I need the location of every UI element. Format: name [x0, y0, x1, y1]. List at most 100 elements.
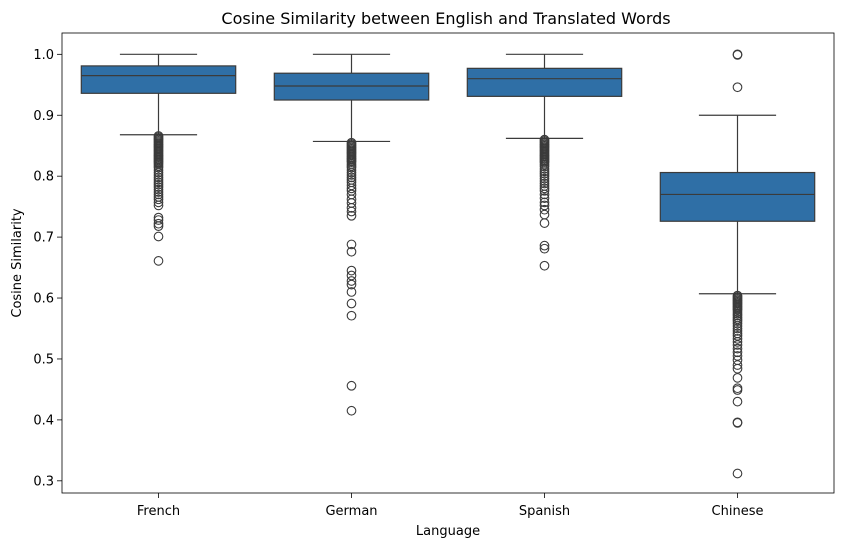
outlier-point: [346, 265, 357, 276]
outlier-point: [539, 240, 550, 251]
outlier-point: [153, 174, 164, 185]
outlier-point: [153, 231, 164, 242]
outlier-point: [153, 200, 164, 211]
outlier-point: [732, 418, 743, 428]
x-tick-label: Spanish: [519, 504, 570, 519]
y-tick-label: 0.6: [33, 292, 54, 307]
y-tick-label: 0.3: [33, 474, 54, 489]
outlier-point: [153, 197, 164, 208]
outlier-point: [732, 50, 743, 60]
outlier-point: [346, 298, 357, 309]
y-tick-label: 0.5: [33, 352, 54, 367]
outlier-point: [732, 326, 743, 336]
outlier-point: [539, 166, 550, 177]
outlier-point: [346, 276, 357, 286]
outlier-point: [539, 164, 550, 174]
outlier-point: [539, 171, 550, 182]
outlier-point: [153, 170, 164, 180]
outlier-point: [732, 82, 743, 93]
outlier-point: [346, 203, 357, 213]
outlier-point: [153, 189, 164, 200]
outlier-point: [539, 197, 550, 208]
outlier-point: [732, 318, 743, 329]
outlier-point: [732, 340, 743, 350]
x-tick-label: Chinese: [712, 504, 764, 519]
outlier-point: [346, 287, 357, 297]
outlier-point: [153, 172, 164, 183]
outlier-point: [153, 187, 164, 197]
y-tick-label: 0.7: [33, 231, 54, 246]
outlier-point: [153, 218, 164, 229]
outlier-point: [539, 204, 550, 215]
outlier-point: [346, 380, 357, 391]
outlier-point: [346, 405, 357, 416]
outlier-point: [539, 176, 550, 186]
y-tick-label: 0.9: [33, 109, 54, 124]
outlier-point: [539, 178, 550, 189]
y-axis: 0.3 0.4 0.5 0.6 0.7 0.8 0.9 1.0: [33, 48, 62, 489]
outlier-point: [539, 189, 550, 200]
box-chinese: [659, 49, 816, 479]
iqr-box: [80, 65, 237, 94]
x-axis-label: Language: [416, 524, 480, 539]
x-tick-label: French: [137, 504, 180, 519]
iqr-box: [466, 67, 623, 97]
box-german: [273, 53, 430, 416]
outlier-point: [539, 185, 550, 196]
y-tick-label: 0.4: [33, 413, 54, 428]
outlier-point: [346, 162, 357, 173]
outlier-point: [153, 184, 164, 195]
outlier-point: [153, 179, 164, 190]
outlier-point: [153, 177, 164, 188]
outlier-point: [153, 221, 164, 231]
y-tick-label: 0.8: [33, 170, 54, 185]
outlier-point: [153, 194, 164, 205]
outlier-point: [346, 279, 357, 290]
outlier-point: [539, 260, 550, 271]
outlier-point: [346, 239, 357, 250]
outlier-point: [153, 162, 164, 173]
outlier-point: [539, 161, 550, 172]
outlier-point: [346, 172, 357, 183]
chart-title: Cosine Similarity between English and Tr…: [221, 9, 670, 28]
outlier-point: [732, 316, 743, 327]
outlier-point: [732, 334, 743, 344]
outlier-point: [539, 243, 550, 254]
outlier-point: [346, 310, 357, 321]
outlier-point: [732, 372, 743, 383]
y-axis-label: Cosine Similarity: [10, 208, 25, 318]
outlier-point: [732, 360, 743, 370]
outlier-point: [153, 256, 164, 266]
outlier-point: [539, 183, 550, 194]
outlier-point: [539, 218, 550, 228]
x-axis: French German Spanish Chinese: [137, 493, 764, 519]
box-spanish: [466, 53, 623, 271]
outlier-point: [346, 183, 357, 194]
x-tick-label: German: [325, 504, 377, 519]
outlier-point: [153, 182, 164, 192]
outlier-point: [539, 173, 550, 184]
iqr-box: [659, 171, 816, 222]
outlier-point: [346, 167, 357, 178]
outlier-point: [539, 209, 550, 220]
outlier-point: [732, 337, 743, 347]
outlier-point: [732, 323, 743, 334]
boxes-layer: [80, 49, 816, 479]
iqr-box: [273, 72, 430, 101]
plot-frame: [61, 32, 835, 494]
outlier-point: [732, 347, 743, 358]
outlier-point: [153, 215, 164, 225]
outlier-point: [539, 193, 550, 203]
outlier-point: [732, 321, 743, 331]
box-french: [80, 53, 237, 266]
outlier-point: [732, 343, 743, 354]
outlier-point: [346, 210, 357, 221]
outlier-point: [346, 165, 357, 175]
outlier-point: [732, 396, 743, 407]
outlier-point: [539, 168, 550, 179]
outlier-point: [346, 206, 357, 217]
outlier-point: [732, 468, 743, 479]
outlier-point: [153, 167, 164, 178]
